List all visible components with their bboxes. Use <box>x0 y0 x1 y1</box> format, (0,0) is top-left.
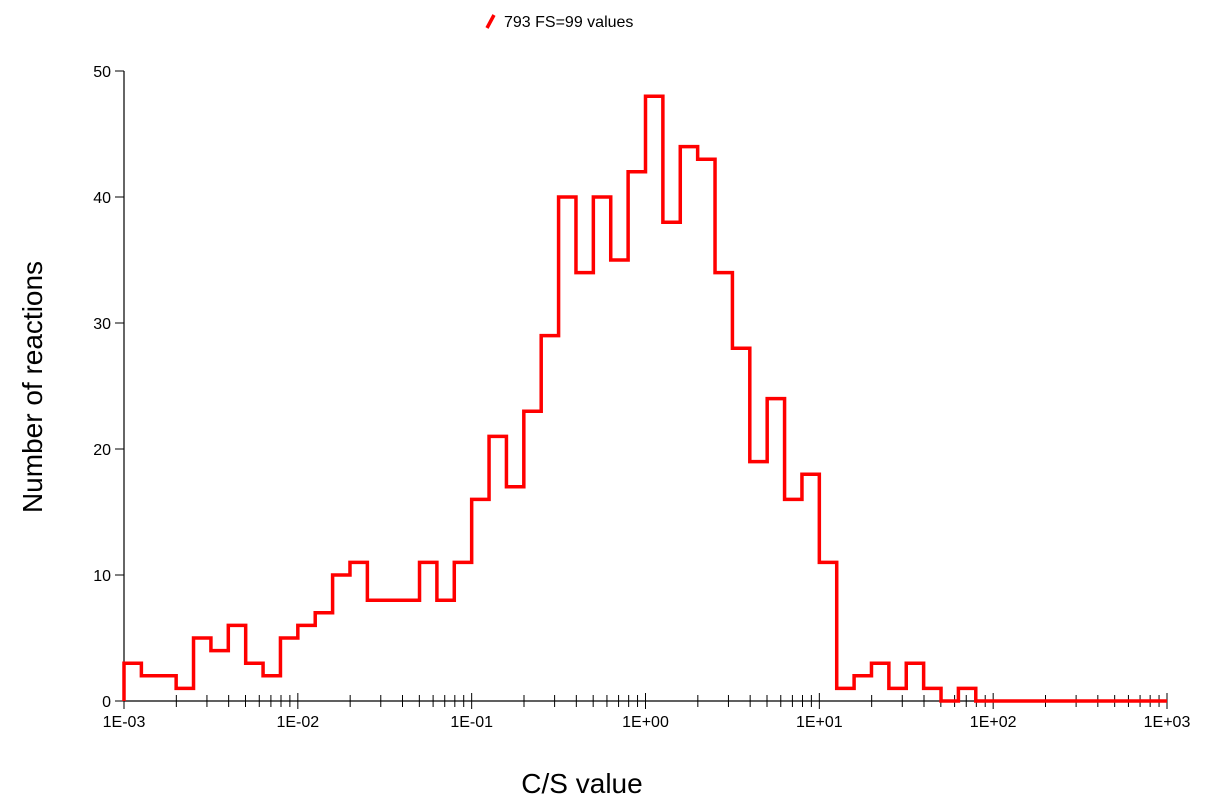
x-tick-label: 1E+02 <box>970 714 1017 731</box>
y-tick-label: 40 <box>93 190 111 207</box>
x-tick-label: 1E-03 <box>103 714 146 731</box>
series-layer <box>122 94 1167 703</box>
legend: 793 FS=99 values <box>485 14 633 31</box>
y-tick-label: 10 <box>93 568 111 585</box>
y-tick-label: 50 <box>93 64 111 81</box>
axes: 0 10 20 30 40 50 1E-03 1E-02 1E-01 1E+00 1E+01 1E+0… <box>93 64 1190 731</box>
y-axis-title: Number of reactions <box>17 261 48 513</box>
x-tick-label: 1E-02 <box>276 714 319 731</box>
legend-label: 793 FS=99 values <box>504 14 633 31</box>
x-tick-label: 1E+01 <box>796 714 843 731</box>
y-tick-label: 20 <box>93 442 111 459</box>
x-tick-label: 1E+03 <box>1144 714 1191 731</box>
x-axis-title: C/S value <box>521 768 642 799</box>
y-tick-label: 0 <box>102 694 111 711</box>
x-tick-label: 1E+00 <box>622 714 669 731</box>
y-tick-label: 30 <box>93 316 111 333</box>
legend-swatch <box>485 14 496 29</box>
histogram-series-line <box>122 94 1167 703</box>
x-tick-label: 1E-01 <box>450 714 493 731</box>
